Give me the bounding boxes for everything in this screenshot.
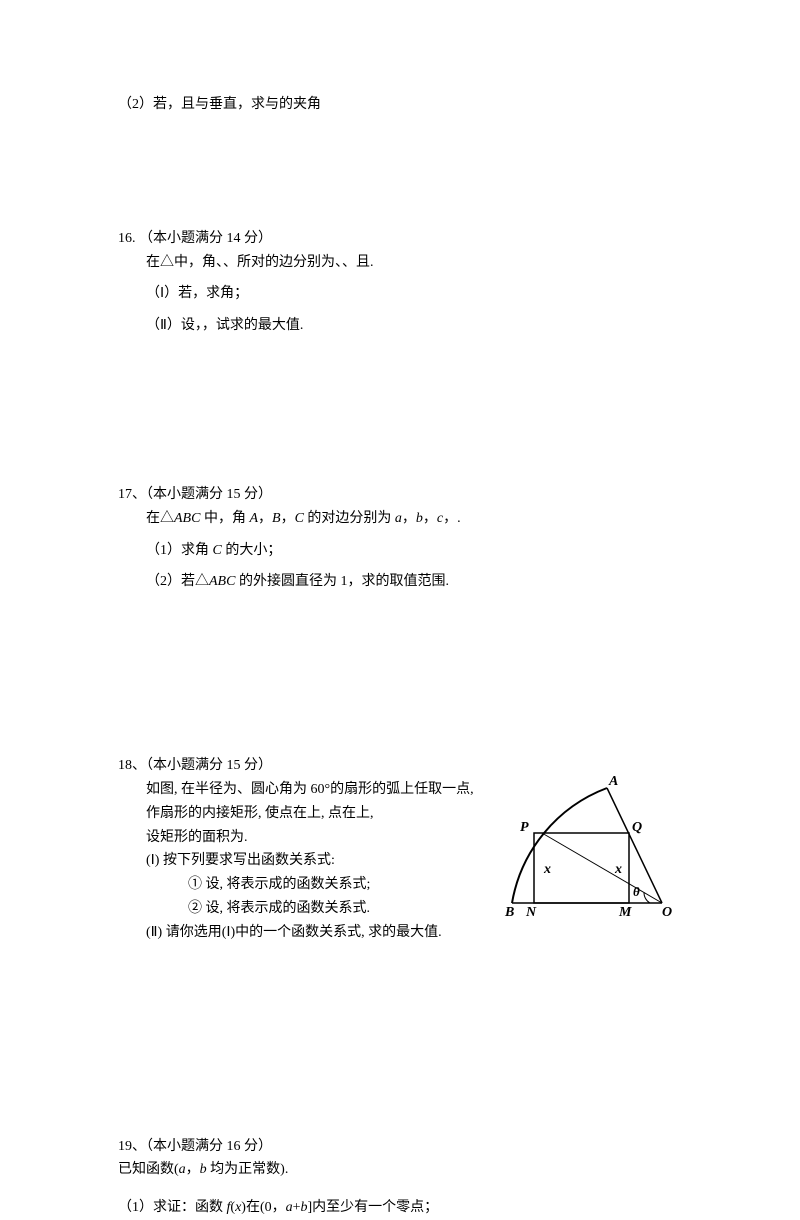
q17-l1-lb: b: [416, 511, 423, 526]
q18-part1: (Ⅰ) 按下列要求写出函数关系式:: [118, 849, 492, 873]
q17-l1-pre: 在△: [146, 511, 174, 526]
q19-p1-plus: +: [293, 1200, 301, 1215]
label-a: A: [608, 774, 618, 789]
q16-line1: 在△中，角、、所对的边分别为、、且.: [118, 251, 682, 275]
question-19: 19、（本小题满分 16 分） 已知函数(a，b 均为正常数). （1）求证：函…: [118, 1135, 682, 1220]
label-p: P: [520, 820, 529, 835]
q19-p1-b2: b: [301, 1200, 308, 1215]
q19-l1-a: a: [179, 1162, 186, 1177]
q19-p1-mid: )在(0，: [241, 1200, 285, 1215]
q19-header: 19、（本小题满分 16 分）: [118, 1135, 682, 1159]
q17-l1-a: A: [249, 511, 258, 526]
q17-p1-c: C: [213, 543, 222, 558]
q18-diagram: A P Q B N M O x x θ: [502, 773, 682, 923]
q19-line1: 已知函数(a，b 均为正常数).: [118, 1158, 682, 1182]
label-q: Q: [632, 820, 642, 835]
q17-l1-c3: ，: [402, 511, 416, 526]
q17-part1: （1）求角 C 的大小；: [118, 539, 682, 563]
label-b: B: [504, 905, 514, 918]
q19-p1-a2: a: [286, 1200, 293, 1215]
q19-l1-end: 均为正常数).: [207, 1162, 289, 1177]
q18-text-block: 如图, 在半径为、圆心角为 60°的扇形的弧上任取一点, 作扇形的内接矩形, 使…: [118, 778, 492, 945]
q17-l1-la: a: [395, 511, 402, 526]
question-15-part2: （2）若，且与垂直，求与的夹角: [118, 93, 682, 117]
q17-l1-c1: ，: [258, 511, 272, 526]
label-n: N: [525, 905, 537, 918]
q17-l1-c4: ，: [423, 511, 437, 526]
q17-p1-pre: （1）求角: [146, 543, 213, 558]
label-x1: x: [543, 862, 551, 877]
q17-l1-c2: ，: [281, 511, 295, 526]
q16-header: 16. （本小题满分 14 分）: [118, 227, 682, 251]
q17-l1-mid: 中，角: [200, 511, 249, 526]
q19-l1-pre: 已知函数(: [118, 1162, 179, 1177]
q17-p2-end: 的外接圆直径为 1，求的取值范围.: [235, 574, 449, 589]
q19-p1-pre: （1）求证：函数: [118, 1200, 227, 1215]
q17-line1: 在△ABC 中，角 A，B，C 的对边分别为 a，b，c，.: [118, 507, 682, 531]
q15-p2-text: （2）若，且与垂直，求与的夹角: [118, 93, 682, 117]
question-18: 18、（本小题满分 15 分） 如图, 在半径为、圆心角为 60°的扇形的弧上任…: [118, 754, 682, 944]
q17-header: 17、（本小题满分 15 分）: [118, 483, 682, 507]
label-x2: x: [614, 862, 622, 877]
q17-p2-abc: ABC: [209, 574, 235, 589]
arc: [512, 788, 607, 903]
q17-l1-c: C: [295, 511, 304, 526]
q17-part2: （2）若△ABC 的外接圆直径为 1，求的取值范围.: [118, 570, 682, 594]
q19-part1: （1）求证：函数 f(x)在(0，a+b]内至少有一个零点；: [118, 1196, 682, 1220]
label-o: O: [662, 905, 672, 918]
q18-sub1: ① 设, 将表示成的函数关系式;: [118, 873, 492, 897]
q18-part2: (Ⅱ) 请你选用(Ⅰ)中的一个函数关系式, 求的最大值.: [118, 921, 492, 945]
label-theta: θ: [633, 884, 640, 899]
q17-p1-end: 的大小；: [222, 543, 282, 558]
q16-part1: （Ⅰ）若，求角；: [118, 282, 682, 306]
q19-l1-b: b: [200, 1162, 207, 1177]
q16-part2: （Ⅱ）设，，试求的最大值.: [118, 314, 682, 338]
angle-arc: [644, 892, 650, 903]
question-17: 17、（本小题满分 15 分） 在△ABC 中，角 A，B，C 的对边分别为 a…: [118, 483, 682, 594]
label-m: M: [618, 905, 632, 918]
q17-l1-b: B: [272, 511, 281, 526]
q19-l1-c1: ，: [186, 1162, 200, 1177]
q17-p2-pre: （2）若△: [146, 574, 209, 589]
q18-line3: 设矩形的面积为.: [118, 826, 492, 850]
q17-l1-end: ，.: [443, 511, 461, 526]
q19-p1-end: ]内至少有一个零点；: [308, 1200, 439, 1215]
q18-sub2: ② 设, 将表示成的函数关系式.: [118, 897, 492, 921]
question-16: 16. （本小题满分 14 分） 在△中，角、、所对的边分别为、、且. （Ⅰ）若…: [118, 227, 682, 338]
q17-l1-mid2: 的对边分别为: [304, 511, 395, 526]
q18-line1: 如图, 在半径为、圆心角为 60°的扇形的弧上任取一点,: [118, 778, 492, 802]
q18-line2: 作扇形的内接矩形, 使点在上, 点在上,: [118, 802, 492, 826]
q17-l1-abc: ABC: [174, 511, 200, 526]
sector-diagram-svg: A P Q B N M O x x θ: [502, 773, 682, 918]
